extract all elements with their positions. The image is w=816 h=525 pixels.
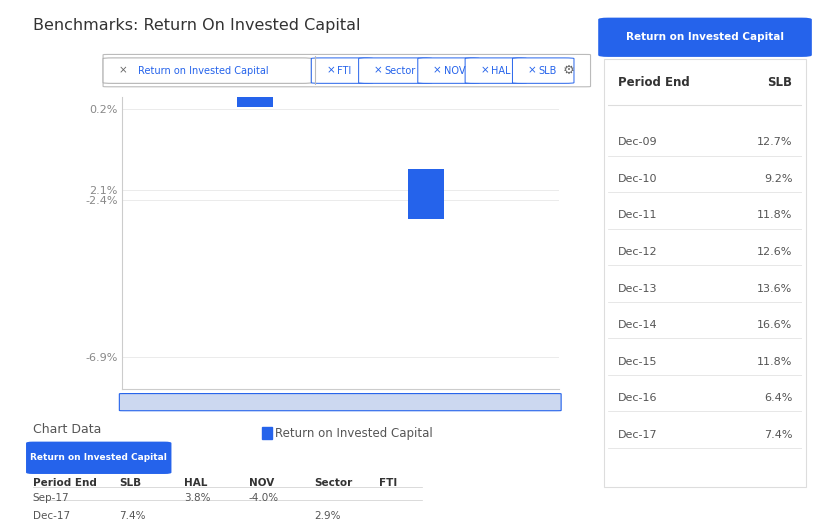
Bar (408, 169, 444, 219)
FancyBboxPatch shape (311, 58, 373, 83)
Text: SLB: SLB (119, 478, 141, 488)
Bar (262, 427, 272, 439)
Text: Dec-14: Dec-14 (618, 320, 657, 330)
Text: Return on Invested Capital: Return on Invested Capital (626, 32, 784, 43)
Text: ×: × (326, 66, 335, 76)
Text: Sector: Sector (314, 478, 352, 488)
Text: ×: × (481, 66, 489, 76)
Text: HAL: HAL (491, 66, 511, 76)
Text: ⚙: ⚙ (562, 64, 574, 77)
Text: SLB: SLB (539, 66, 557, 76)
Text: ×: × (118, 66, 127, 76)
FancyBboxPatch shape (512, 58, 574, 83)
Text: 7.4%: 7.4% (119, 511, 145, 521)
Text: 3.8%: 3.8% (184, 494, 211, 503)
FancyBboxPatch shape (26, 442, 171, 474)
Text: Sector: Sector (384, 66, 416, 76)
FancyBboxPatch shape (465, 58, 526, 83)
FancyBboxPatch shape (103, 55, 591, 87)
Text: Sep-17: Sep-17 (33, 494, 69, 503)
Text: ×: × (433, 66, 441, 76)
Text: 11.8%: 11.8% (757, 211, 792, 220)
FancyBboxPatch shape (103, 58, 311, 83)
Text: Dec-17: Dec-17 (33, 511, 69, 521)
Text: 16.6%: 16.6% (757, 320, 792, 330)
Text: NOV: NOV (444, 66, 465, 76)
FancyBboxPatch shape (418, 58, 479, 83)
Text: Dec-17: Dec-17 (618, 429, 657, 439)
Text: 12.7%: 12.7% (757, 138, 792, 148)
Text: Period End: Period End (33, 478, 96, 488)
Text: NOV: NOV (249, 478, 274, 488)
Text: Dec-11: Dec-11 (618, 211, 657, 220)
Text: 2.9%: 2.9% (314, 511, 340, 521)
Text: 7.4%: 7.4% (764, 429, 792, 439)
Text: SLB: SLB (767, 76, 792, 89)
Text: Return on Invested Capital: Return on Invested Capital (30, 453, 167, 463)
Text: HAL: HAL (184, 478, 207, 488)
Text: 6.4%: 6.4% (764, 393, 792, 403)
Text: 9.2%: 9.2% (764, 174, 792, 184)
Bar (152, 39, 188, 53)
Text: Chart Data: Chart Data (33, 423, 101, 436)
Text: 11.8%: 11.8% (757, 356, 792, 366)
Text: ×: × (374, 66, 383, 76)
Text: Dec-10: Dec-10 (618, 174, 657, 184)
Bar (322, 41, 359, 94)
FancyBboxPatch shape (598, 18, 812, 57)
Text: 12.6%: 12.6% (757, 247, 792, 257)
Text: -4.0%: -4.0% (249, 494, 279, 503)
Text: FTI: FTI (379, 478, 397, 488)
Text: Dec-12: Dec-12 (618, 247, 657, 257)
Text: Dec-16: Dec-16 (618, 393, 657, 403)
Bar (237, 39, 273, 107)
FancyBboxPatch shape (359, 58, 432, 83)
Text: Period End: Period End (618, 76, 690, 89)
Text: Dec-09: Dec-09 (618, 138, 657, 148)
Text: ×: × (528, 66, 536, 76)
Text: Dec-15: Dec-15 (618, 356, 657, 366)
Bar (494, 43, 530, 55)
Text: Dec-13: Dec-13 (618, 284, 657, 293)
Text: Return on Invested Capital: Return on Invested Capital (138, 66, 268, 76)
Text: Benchmarks: Return On Invested Capital: Benchmarks: Return On Invested Capital (33, 18, 360, 34)
Text: FTI: FTI (337, 66, 352, 76)
Text: 13.6%: 13.6% (757, 284, 792, 293)
FancyBboxPatch shape (119, 394, 561, 411)
Text: Return on Invested Capital: Return on Invested Capital (275, 427, 433, 439)
